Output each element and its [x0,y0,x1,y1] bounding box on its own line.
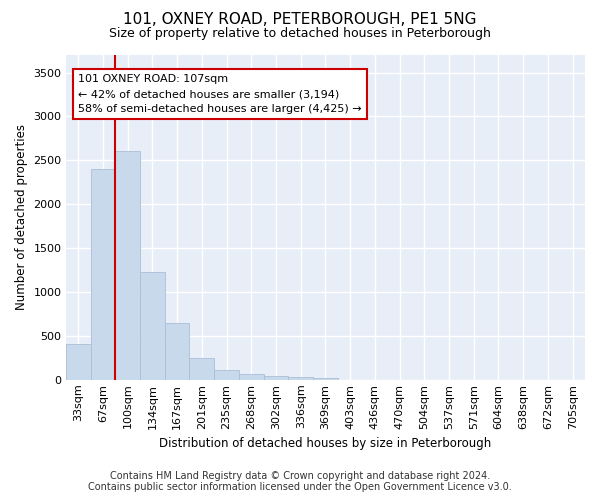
Bar [263,376,289,380]
Bar [239,374,263,380]
Text: Contains HM Land Registry data © Crown copyright and database right 2024.
Contai: Contains HM Land Registry data © Crown c… [88,471,512,492]
Bar [66,344,91,380]
Text: 101 OXNEY ROAD: 107sqm
← 42% of detached houses are smaller (3,194)
58% of semi-: 101 OXNEY ROAD: 107sqm ← 42% of detached… [78,74,362,114]
Bar [289,377,313,380]
Bar [190,358,214,380]
Bar [214,370,239,380]
Bar [91,169,115,380]
Bar [115,152,140,380]
Bar [140,272,165,380]
Text: 101, OXNEY ROAD, PETERBOROUGH, PE1 5NG: 101, OXNEY ROAD, PETERBOROUGH, PE1 5NG [123,12,477,28]
X-axis label: Distribution of detached houses by size in Peterborough: Distribution of detached houses by size … [159,437,491,450]
Bar [313,378,338,380]
Text: Size of property relative to detached houses in Peterborough: Size of property relative to detached ho… [109,28,491,40]
Y-axis label: Number of detached properties: Number of detached properties [15,124,28,310]
Bar [165,324,190,380]
